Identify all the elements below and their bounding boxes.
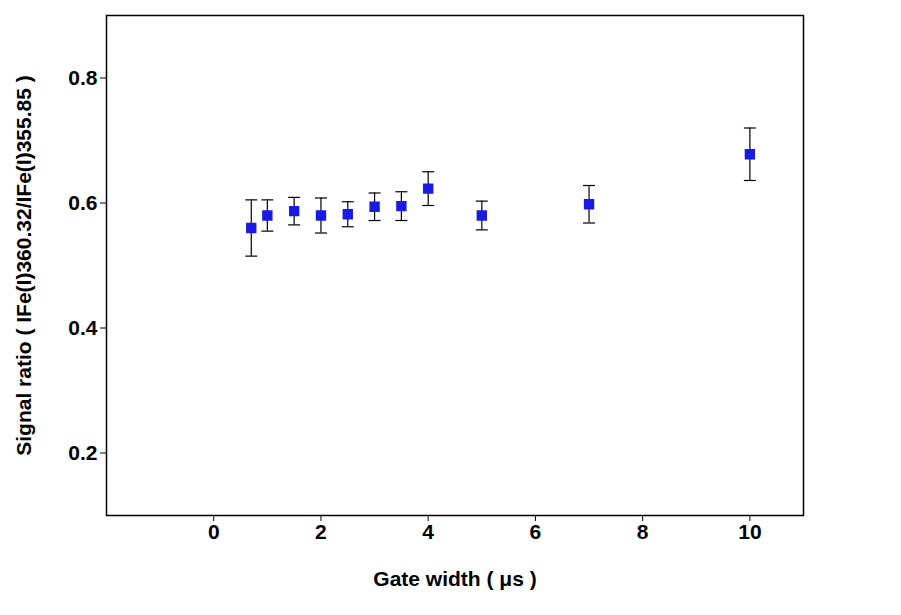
svg-text:Gate width ( μs ): Gate width ( μs ) <box>373 567 536 590</box>
svg-text:0.6: 0.6 <box>68 191 97 214</box>
svg-text:Signal ratio ( IFe(I)360.32/IF: Signal ratio ( IFe(I)360.32/IFe(I)355.85… <box>12 75 35 455</box>
svg-text:0.2: 0.2 <box>68 441 97 464</box>
svg-text:8: 8 <box>637 520 649 543</box>
svg-text:0.8: 0.8 <box>68 66 98 89</box>
svg-text:4: 4 <box>422 520 434 543</box>
svg-text:0: 0 <box>208 520 220 543</box>
svg-text:0.4: 0.4 <box>68 316 98 339</box>
svg-text:2: 2 <box>315 520 327 543</box>
svg-text:6: 6 <box>530 520 542 543</box>
svg-text:10: 10 <box>738 520 761 543</box>
